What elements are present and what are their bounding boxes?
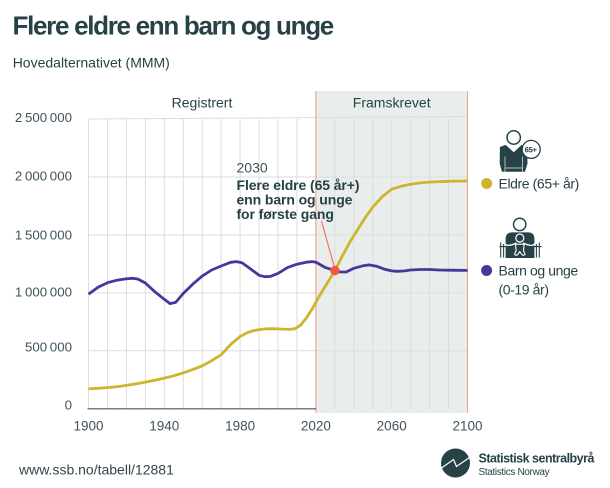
svg-text:2 500 000: 2 500 000 [15, 110, 72, 125]
svg-text:1980: 1980 [225, 419, 255, 434]
svg-text:www.ssb.no/tabell/12881: www.ssb.no/tabell/12881 [18, 462, 174, 478]
svg-text:2020: 2020 [301, 419, 331, 434]
svg-text:Statistisk sentralbyrå: Statistisk sentralbyrå [479, 452, 595, 466]
svg-text:1940: 1940 [149, 419, 179, 434]
svg-text:Registrert: Registrert [172, 95, 233, 111]
svg-text:2 000 000: 2 000 000 [15, 169, 72, 184]
svg-text:Hovedalternativet (MMM): Hovedalternativet (MMM) [13, 55, 170, 71]
svg-text:500 000: 500 000 [25, 340, 72, 355]
svg-text:Statistics Norway: Statistics Norway [479, 467, 550, 478]
svg-text:Flere eldre (65 år+): Flere eldre (65 år+) [237, 177, 360, 193]
svg-text:2060: 2060 [377, 419, 407, 434]
svg-text:2030: 2030 [237, 160, 268, 176]
svg-text:Eldre (65+ år): Eldre (65+ år) [499, 176, 579, 192]
svg-text:Barn og unge: Barn og unge [499, 263, 579, 279]
svg-text:1 500 000: 1 500 000 [15, 227, 72, 242]
svg-text:Framskrevet: Framskrevet [353, 95, 431, 111]
svg-text:2100: 2100 [452, 419, 482, 434]
svg-text:for første gang: for første gang [237, 206, 334, 222]
svg-text:0: 0 [65, 398, 72, 413]
svg-text:1900: 1900 [73, 419, 103, 434]
svg-text:1 000 000: 1 000 000 [15, 285, 72, 300]
svg-text:Flere eldre enn barn og unge: Flere eldre enn barn og unge [13, 11, 334, 41]
svg-text:(0-19 år): (0-19 år) [499, 282, 549, 298]
svg-text:enn barn og unge: enn barn og unge [237, 192, 353, 208]
